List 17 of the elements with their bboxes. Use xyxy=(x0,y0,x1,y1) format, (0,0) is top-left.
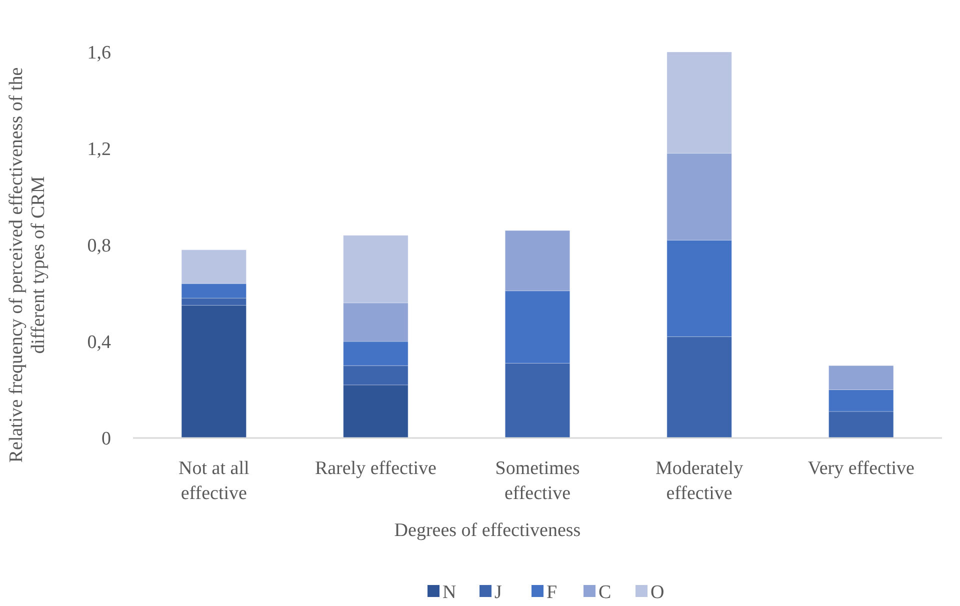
y-tick-label: 0,4 xyxy=(87,332,112,354)
y-tick-label: 0 xyxy=(102,428,111,450)
legend-label: N xyxy=(442,582,456,603)
x-tick-label: Not at all effective xyxy=(178,458,250,504)
y-axis-title: Relative frequency of perceived effectiveness of the different types of CRM xyxy=(6,67,49,463)
legend-label: F xyxy=(546,582,558,603)
x-tick-label: Very effective xyxy=(808,458,914,479)
x-tick-label: Sometimes effective xyxy=(495,458,580,504)
x-axis-title: Degrees of effectiveness xyxy=(394,520,581,541)
x-tick-label: Rarely effective xyxy=(314,458,436,479)
y-tick-label: 1,2 xyxy=(87,139,111,160)
legend-label: O xyxy=(650,582,664,603)
legend-label: C xyxy=(598,582,612,603)
legend-label: J xyxy=(494,582,502,603)
x-tick-label: Moderately effective xyxy=(656,458,744,504)
y-tick-label: 0,8 xyxy=(87,236,111,257)
y-tick-label: 1,6 xyxy=(87,42,111,64)
